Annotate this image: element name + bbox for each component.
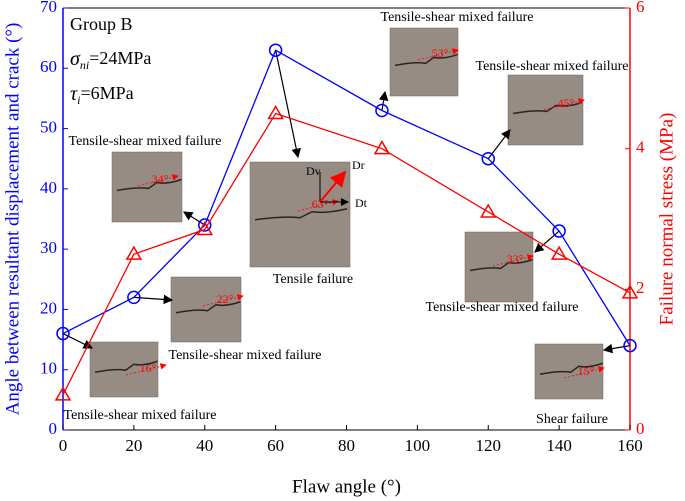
subscript: i	[77, 93, 80, 107]
failure-label: Tensile-shear mixed failure	[64, 408, 217, 423]
failure-label: Tensile-shear mixed failure	[169, 348, 322, 363]
vector-label: Dr	[352, 158, 365, 172]
crack	[394, 53, 458, 67]
angle-arrow	[543, 98, 585, 111]
y-tick-label: 50	[40, 117, 57, 136]
series-line	[62, 49, 631, 346]
subscript: ni	[80, 58, 89, 72]
vector	[319, 170, 347, 203]
pointer-arrow	[378, 90, 389, 111]
x-tick-label: 20	[125, 436, 142, 455]
angle-arrow	[563, 366, 605, 379]
failure-label: Tensile-shear mixed failure	[476, 59, 629, 74]
y-tick-label: 40	[40, 178, 57, 197]
angle-label: 33°	[507, 252, 524, 266]
failure-label: Tensile-shear mixed failure	[381, 10, 534, 25]
y-tick-label: 60	[40, 57, 57, 76]
x-tick-label: 80	[338, 436, 355, 455]
y-axis-label: Angle between resultant displacement and…	[2, 23, 23, 416]
marker	[54, 386, 72, 401]
y-tick-label: 10	[40, 359, 57, 378]
angle-label: 15°	[578, 364, 595, 378]
y2-axis-label: Failure normal stress (MPa)	[656, 113, 677, 326]
marker	[268, 43, 283, 57]
angle-label: 63°	[312, 197, 329, 211]
angle-arrow	[202, 294, 244, 307]
angle-label: 22°	[217, 292, 234, 306]
angle-label: 16°	[140, 361, 157, 375]
x-tick-label: 100	[405, 436, 431, 455]
condition-value: =24MPa	[89, 48, 151, 68]
specimen-image	[464, 231, 534, 303]
symbol: σ	[70, 48, 81, 70]
crack	[175, 301, 241, 314]
y2-tick-label: 0	[636, 419, 645, 438]
marker	[550, 245, 568, 260]
crack	[512, 101, 583, 115]
failure-label: Tensile-shear mixed failure	[69, 134, 222, 149]
crack	[94, 360, 158, 373]
failure-label: Tensile-shear mixed failure	[426, 300, 579, 315]
group-label: Group B	[70, 14, 133, 34]
specimen-image	[111, 151, 183, 223]
symbol: τ	[70, 83, 78, 105]
angle-label: 45°	[558, 96, 575, 110]
pointer-arrow	[182, 211, 206, 226]
x-tick-label: 160	[617, 436, 643, 455]
condition-label: σni=24MPa	[70, 48, 151, 72]
pointer-arrow	[275, 50, 301, 159]
failure-label: Tensile failure	[273, 272, 353, 287]
marker	[481, 151, 495, 166]
angle-label: 34°	[152, 172, 169, 186]
failure-label: Shear failure	[536, 412, 608, 427]
y-tick-label: 20	[40, 298, 57, 317]
angle-arrow	[125, 363, 167, 376]
marker	[267, 105, 284, 120]
condition-value: =6MPa	[81, 83, 134, 103]
crack	[254, 208, 348, 221]
x-tick-label: 40	[196, 436, 213, 455]
y2-tick-label: 6	[636, 0, 645, 16]
marker	[623, 338, 637, 353]
marker	[127, 290, 141, 305]
x-axis-label: Flaw angle (°)	[292, 476, 401, 497]
angle-arrow	[417, 48, 459, 61]
angle-arrow	[137, 174, 179, 187]
y2-tick-label: 2	[636, 278, 645, 297]
y-tick-label: 30	[40, 238, 57, 257]
angle-arrow	[492, 254, 534, 267]
marker	[196, 221, 214, 236]
y-tick-label: 70	[40, 0, 57, 16]
marker	[479, 203, 497, 218]
angle-label: 53°	[432, 46, 449, 60]
crack	[539, 362, 603, 375]
crack	[116, 178, 182, 192]
marker	[56, 326, 70, 341]
condition-label: τi=6MPa	[70, 83, 134, 107]
x-tick-label: 60	[267, 436, 284, 455]
marker	[125, 245, 143, 260]
pointer-arrow	[602, 343, 631, 354]
specimen-image	[249, 161, 351, 268]
vector-label: Dt	[355, 196, 368, 210]
crack	[469, 258, 533, 272]
marker	[373, 140, 391, 155]
angle-arrow	[297, 199, 339, 212]
x-tick-label: 140	[546, 436, 572, 455]
specimen-image	[170, 276, 242, 343]
series-line	[62, 112, 631, 396]
x-tick-label: 120	[476, 436, 502, 455]
x-tick-label: 0	[59, 436, 68, 455]
y-tick-label: 0	[49, 419, 58, 438]
marker	[621, 284, 639, 299]
y2-tick-label: 4	[636, 138, 645, 157]
specimen-image	[389, 27, 459, 97]
vector-label: Dv	[306, 164, 321, 178]
marker	[552, 224, 566, 238]
marker	[198, 218, 212, 232]
marker	[375, 103, 389, 118]
